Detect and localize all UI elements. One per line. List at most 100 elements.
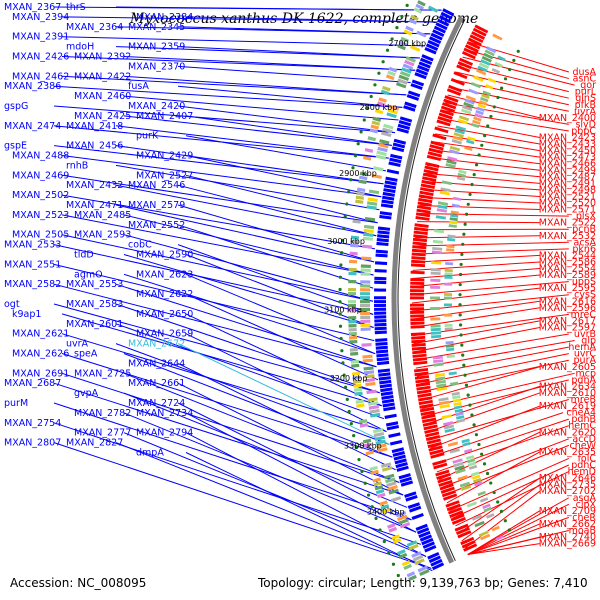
gene-label: MXAN_2488 [12,151,69,162]
leader-line-forward [123,432,427,557]
reverse-gene [448,84,463,93]
feature-block [350,239,359,244]
gene-label: MXAN_2546 [128,180,185,191]
feature-block [439,190,451,196]
leader-line-forward [61,75,407,96]
forward-gene [425,43,439,51]
reverse-gene [427,441,442,449]
gene-label: pdhA [571,375,596,386]
leader-line-forward [53,382,404,496]
feature-block [464,448,473,454]
gene-label: MXAN_2523 [12,210,69,221]
leader-line-reverse [446,451,541,504]
forward-gene [438,15,451,24]
gene-label: pfkB [575,100,596,111]
reverse-gene [440,486,455,494]
track-dot [470,182,474,187]
gene-label: MXAN_2659 [136,329,193,340]
feature-block [351,371,361,376]
feature-block [360,311,371,316]
gene-label: MXAN_2485 [74,210,131,221]
reverse-gene [411,259,426,264]
feature-block [380,89,390,96]
feature-block [405,56,416,63]
gene-label: MXAN_2709 [539,506,596,517]
reverse-gene [444,95,459,103]
feature-block [427,5,439,13]
reverse-gene [469,34,484,44]
feature-block [478,62,490,69]
feature-block [348,271,357,276]
feature-block [398,552,408,559]
reverse-gene [445,500,460,508]
leader-line-forward [53,105,396,134]
leader-line-reverse [420,196,540,204]
leader-line-forward [123,392,408,508]
kbp-tick-label: 2800 kbp [360,103,398,112]
feature-block [478,530,489,538]
leader-line-forward [115,204,375,263]
gene-label: MXAN_2735 [539,480,596,491]
leader-line-reverse [418,359,569,393]
feature-block [487,77,497,84]
leader-line-reverse [415,235,540,239]
feature-block [401,560,411,567]
feature-block [438,397,449,402]
leader-line-forward [123,95,399,121]
feature-block [485,83,494,90]
feature-block [446,248,455,252]
track-dot [340,349,344,353]
forward-gene [375,341,388,346]
gene-label: MXAN_2590 [136,250,193,261]
feature-block [353,383,362,388]
gene-label: uvrC [574,349,597,360]
gene-label: MXAN_2527 [136,170,193,181]
gene-label: plsX [576,211,597,222]
forward-gene [430,558,443,567]
gene-label: MXAN_2691 [12,368,69,379]
forward-gene [383,188,396,194]
feature-block [444,327,453,331]
feature-block [430,324,441,328]
track-dot [459,333,463,337]
feature-block [374,435,385,441]
feature-block [449,217,458,222]
gene-label: MXAN_2425 [74,111,131,122]
gene-label: MXAN_2407 [136,111,193,122]
track-dot [496,95,500,100]
feature-block [383,473,395,480]
feature-block [369,408,380,414]
leader-line-forward [185,135,387,172]
feature-block [480,96,489,103]
gene-label: asnC [573,74,597,85]
feature-block [436,386,447,392]
feature-block [348,291,357,296]
gene-label: MXAN_2725 [74,368,131,379]
feature-block [455,415,465,420]
feature-block [466,501,478,508]
feature-block [385,477,396,484]
feature-block [480,59,491,66]
gene-label: rnhB [66,160,88,171]
leader-line-forward [185,452,433,572]
reverse-gene [413,360,428,366]
accession-text: Accession: NC_008095 [10,576,147,590]
feature-block [360,303,371,308]
gene-label: uvrA [574,106,597,117]
forward-gene [440,11,453,20]
gene-label: MXAN_2621 [12,329,69,340]
feature-block [474,113,483,119]
gene-label: MXAN_2740 [539,532,596,543]
feature-block [456,418,466,424]
gene-label: MXAN_2553 [66,279,123,290]
feature-block [401,67,412,74]
feature-block [363,232,374,237]
feature-block [447,234,456,239]
feature-block [380,462,392,468]
reverse-gene [414,371,429,377]
reverse-gene [412,357,428,362]
forward-gene [381,398,395,404]
leader-line-forward [185,254,374,328]
forward-gene [411,79,425,87]
leader-line-forward [185,155,382,198]
